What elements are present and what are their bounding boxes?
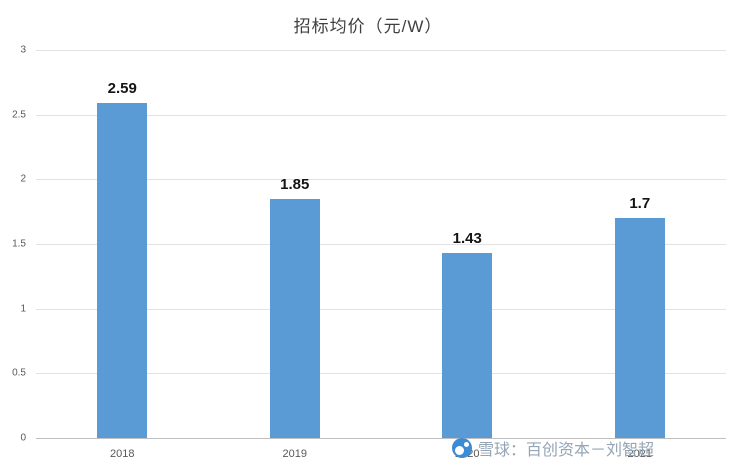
y-tick-label: 2.5 xyxy=(12,109,26,121)
watermark-text: 雪球：百创资本－刘智超 xyxy=(478,442,655,459)
gridline xyxy=(36,114,726,116)
gridline xyxy=(36,244,726,245)
bar-value-label: 1.7 xyxy=(629,195,651,213)
bar-2018: 2.59 xyxy=(97,80,148,438)
y-tick-label: 2 xyxy=(20,173,26,185)
gridline xyxy=(36,179,726,181)
gridline xyxy=(36,308,726,310)
gridline xyxy=(36,50,726,51)
y-tick-label: 0.5 xyxy=(12,367,26,379)
bar-value-label: 1.85 xyxy=(280,175,310,193)
x-tick-label: 2019 xyxy=(282,448,307,460)
bar-2021: 1.7 xyxy=(614,195,665,438)
y-tick-label: 1 xyxy=(20,303,26,315)
gridline xyxy=(36,438,726,439)
bar-2019: 1.85 xyxy=(269,176,320,438)
gridline xyxy=(36,373,726,375)
bar-slot: 1.43 xyxy=(381,50,554,438)
y-axis-labels: 0 0.5 1 1.5 2 2.5 3 xyxy=(4,45,30,444)
y-tick-label: 1.5 xyxy=(12,238,26,250)
chart-title: 招标均价（元/W） xyxy=(293,17,443,36)
bar-value-label: 1.43 xyxy=(452,230,482,248)
bar-slot: 1.7 xyxy=(554,50,727,438)
y-tick-label: 3 xyxy=(20,44,26,56)
y-tick-label: 0 xyxy=(20,432,26,444)
watermark: 雪球：百创资本－刘智超 xyxy=(452,436,654,460)
bar-2020: 1.43 xyxy=(442,230,493,438)
bar-value-label: 2.59 xyxy=(107,80,137,98)
bar-slot: 2.59 xyxy=(36,50,209,438)
x-tick-label: 2021 xyxy=(627,448,652,460)
plot-area: 2.59 1.85 1.43 1.7 xyxy=(36,50,727,439)
bar-slot: 1.85 xyxy=(209,50,382,438)
xueqiu-logo-icon xyxy=(452,438,472,458)
x-tick-label: 2018 xyxy=(110,448,135,460)
